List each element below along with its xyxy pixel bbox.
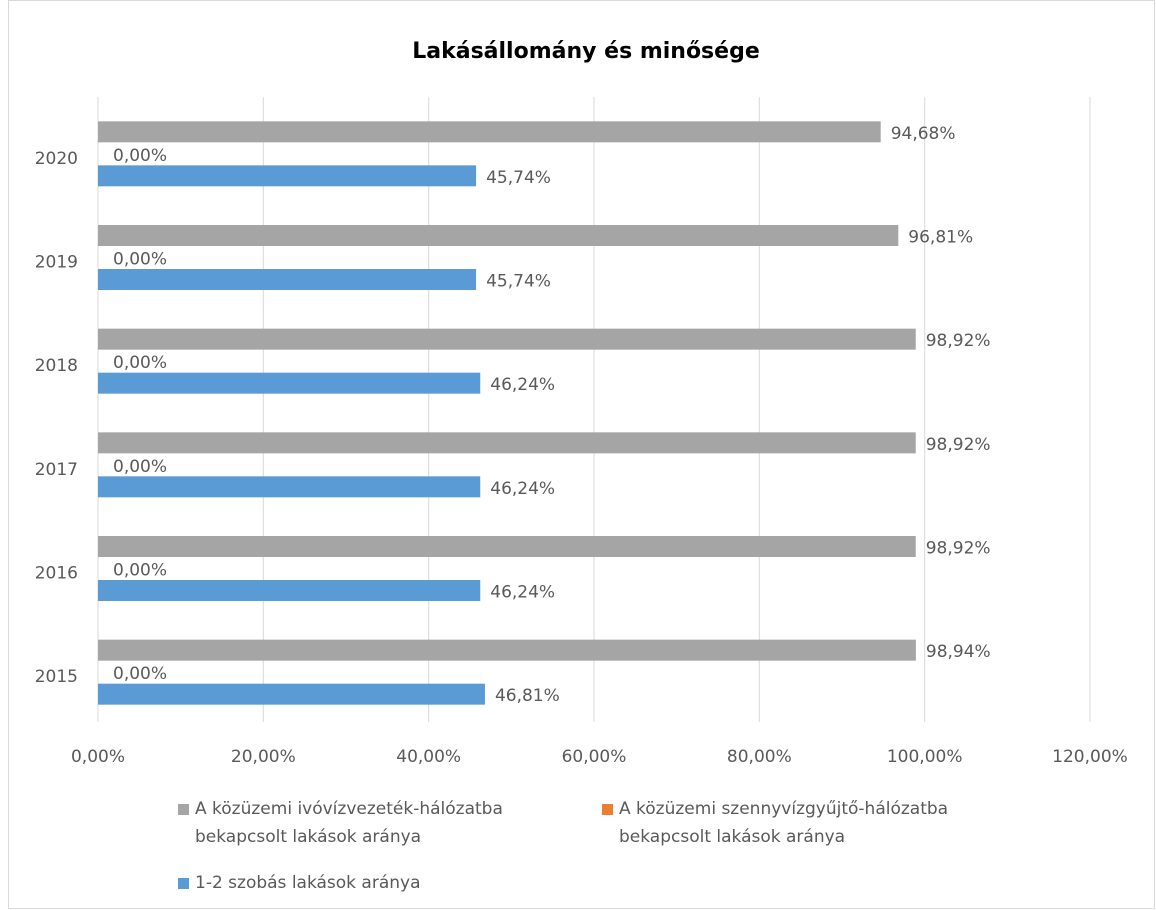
- bar: [98, 165, 477, 187]
- y-tick-label: 2019: [35, 253, 78, 273]
- x-tick-label: 60,00%: [562, 747, 627, 767]
- x-tick-label: 0,00%: [71, 747, 125, 767]
- legend-item: A közüzemi szennyvízgyűjtő-hálózatba bek…: [602, 795, 999, 851]
- bar: [98, 269, 477, 290]
- bar: [98, 580, 481, 601]
- legend-swatch: [178, 878, 189, 889]
- x-tick-label: 20,00%: [231, 747, 296, 767]
- legend-label: A közüzemi ivóvízvezeték-hálózatba bekap…: [195, 799, 503, 847]
- data-label: 98,92%: [926, 539, 991, 559]
- bar: [98, 328, 916, 350]
- bar: [98, 476, 481, 498]
- data-label: 0,00%: [113, 664, 167, 684]
- data-label: 46,81%: [495, 686, 560, 706]
- data-label: 98,92%: [926, 435, 991, 455]
- y-tick-label: 2020: [35, 149, 78, 169]
- data-label: 0,00%: [113, 561, 167, 581]
- data-label: 0,00%: [113, 250, 167, 270]
- data-label: 98,94%: [926, 642, 991, 662]
- data-label: 0,00%: [113, 146, 167, 166]
- legend-item: 1-2 szobás lakások aránya: [178, 869, 575, 897]
- data-label: 98,92%: [926, 331, 991, 351]
- bar: [98, 121, 881, 143]
- y-tick-label: 2018: [35, 356, 78, 376]
- data-label: 0,00%: [113, 353, 167, 373]
- bar: [98, 639, 916, 661]
- data-label: 45,74%: [486, 168, 551, 188]
- legend-item: A közüzemi ivóvízvezeték-hálózatba bekap…: [178, 795, 575, 851]
- data-label: 96,81%: [908, 228, 973, 248]
- bar: [98, 432, 916, 454]
- data-label: 94,68%: [891, 124, 956, 144]
- bar: [98, 225, 899, 246]
- legend-swatch: [602, 804, 613, 815]
- chart-border: [8, 0, 1155, 909]
- y-tick-label: 2015: [35, 667, 78, 687]
- x-tick-label: 100,00%: [887, 747, 963, 767]
- x-tick-label: 120,00%: [1052, 747, 1128, 767]
- data-label: 45,74%: [486, 272, 551, 292]
- chart-title: Lakásállomány és minősége: [412, 39, 760, 64]
- legend-swatch: [178, 804, 189, 815]
- legend-label: A közüzemi szennyvízgyűjtő-hálózatba bek…: [619, 799, 949, 847]
- data-label: 46,24%: [490, 479, 555, 499]
- bar: [98, 536, 916, 557]
- y-tick-label: 2017: [35, 460, 78, 480]
- y-tick-label: 2016: [35, 564, 78, 584]
- legend-label: 1-2 szobás lakások aránya: [195, 873, 421, 893]
- x-tick-label: 80,00%: [727, 747, 792, 767]
- data-label: 46,24%: [490, 375, 555, 395]
- bar: [98, 372, 481, 394]
- bar: [98, 683, 485, 705]
- data-label: 0,00%: [113, 457, 167, 477]
- data-label: 46,24%: [490, 583, 555, 603]
- x-tick-label: 40,00%: [396, 747, 461, 767]
